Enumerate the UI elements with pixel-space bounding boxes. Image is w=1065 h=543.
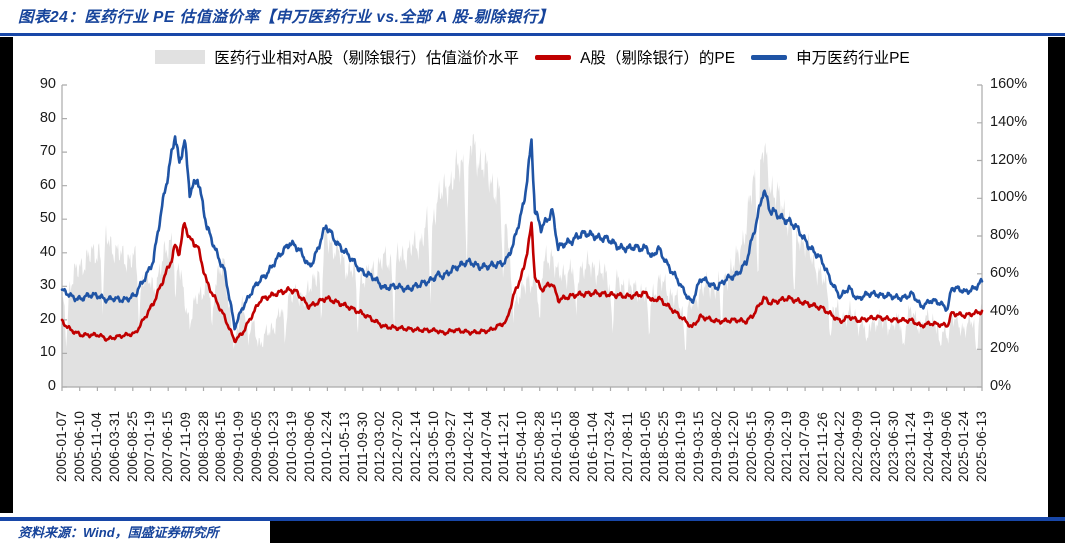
pharma-pe-line [60,135,984,331]
x-axis-label: 2024-09-06 [938,410,954,482]
x-axis-label: 2009-10-23 [266,410,282,482]
x-axis-label: 2009-06-05 [248,410,264,482]
ashare-pe-line [60,221,984,344]
legend-label-premium: 医药行业相对A股（剔除银行）估值溢价水平 [214,50,520,67]
x-axis-label: 2016-01-15 [549,410,565,482]
source-note: 资料来源：Wind，国盛证券研究所 [18,525,219,540]
x-axis-label: 2012-03-02 [372,410,388,482]
x-axis-label: 2005-01-07 [54,410,69,482]
x-axis-label: 2019-08-02 [708,410,724,482]
x-axis-label: 2016-06-08 [567,410,583,482]
y-axis-label: 10 [39,344,56,361]
x-axis-label: 2023-06-30 [885,410,901,482]
legend-item-pharma-pe: 申万医药行业PE [751,46,910,68]
x-axis-label: 2006-08-25 [124,410,140,482]
x-axis-label: 2013-09-27 [443,410,459,482]
percent-axis-label: 140% [990,113,1028,130]
percent-axis-label: 0% [990,378,1011,394]
legend-label-pharma-pe: 申万医药行业PE [796,50,910,67]
x-axis-label: 2010-12-24 [319,410,335,482]
top-rule [0,33,1065,36]
x-axis-label: 2021-02-19 [779,410,795,482]
pharma-pe-line-swatch [751,54,788,60]
x-axis-label: 2008-08-15 [213,410,229,482]
y-axis-label: 30 [39,277,56,294]
y-axis-label: 70 [39,143,56,160]
x-axis-label: 2013-05-10 [425,410,441,482]
y-axis-label: 90 [39,76,56,92]
left-black-bar [0,37,13,513]
x-axis-label: 2025-06-13 [974,410,989,482]
x-axis-label: 2025-01-24 [956,410,972,482]
tick-marks [61,84,983,391]
legend-label-ashare-pe: A股（剔除银行）的PE [580,50,736,67]
x-axis-label: 2014-11-21 [496,411,512,482]
y-axis-label: 80 [39,109,56,126]
x-axis-label: 2007-11-09 [177,411,193,482]
x-axis-label: 2024-04-19 [920,410,936,482]
x-axis-label: 2022-04-22 [832,410,848,482]
x-axis-label: 2020-09-30 [761,410,777,482]
y-axis-label: 50 [39,210,56,227]
x-axis-label: 2015-04-10 [514,410,529,482]
x-axis-label: 2018-05-25 [655,410,671,482]
x-axis-label: 2018-01-05 [637,410,653,482]
x-axis-label: 2007-06-15 [160,410,176,482]
premium-area-swatch [155,50,206,64]
premium-area [62,133,982,387]
x-axis-label: 2015-08-28 [531,410,547,482]
x-axis-label: 2014-02-14 [460,410,476,482]
x-axis-label: 2014-07-04 [478,410,494,482]
x-axis-label: 2012-07-20 [390,410,406,482]
x-axis-label: 2021-11-26 [814,411,830,482]
percent-axis-label: 120% [990,151,1028,168]
x-axis-label: 2007-01-19 [142,410,158,482]
x-axis-label: 2020-05-15 [744,410,759,482]
legend-item-premium: 医药行业相对A股（剔除银行）估值溢价水平 [155,46,519,68]
x-axis-label: 2023-02-10 [867,410,883,482]
y-axis-label: 20 [39,310,56,327]
x-axis-label: 2006-03-31 [107,410,123,482]
x-axis-label: 2018-10-19 [673,410,689,482]
percent-axis-label: 160% [990,76,1028,92]
x-axis-label: 2010-08-06 [301,410,317,482]
x-axis-label: 2012-12-14 [407,410,423,482]
x-axis-label: 2021-07-09 [797,410,813,482]
legend-item-ashare-pe: A股（剔除银行）的PE [535,46,735,68]
x-axis-label: 2019-12-20 [726,410,742,482]
x-axis-label: 2011-09-30 [354,411,370,482]
x-axis-label: 2022-09-09 [850,410,866,482]
x-axis-label: 2010-03-19 [284,410,299,482]
chart-title: 图表24：医药行业 PE 估值溢价率【申万医药行业 vs.全部 A 股-剔除银行… [18,9,554,26]
x-axis-label: 2005-06-10 [71,410,87,482]
bottom-rule [0,517,1065,521]
x-axis-label: 2016-11-04 [584,411,600,482]
x-axis-label: 2005-11-04 [89,411,105,482]
ashare-pe-line-swatch [535,54,572,60]
percent-axis-label: 100% [990,189,1028,206]
y-axis-label: 40 [39,243,56,260]
y-axis-label: 60 [39,176,56,193]
percent-axis-label: 80% [990,227,1020,243]
x-axis-label: 2011-05-13 [337,411,353,482]
y-axis-label: 0 [47,378,56,394]
x-axis-label: 2017-08-11 [620,411,636,482]
x-axis-label: 2008-03-28 [195,410,211,482]
x-axis-label: 2017-03-24 [602,410,618,482]
percent-axis-label: 20% [990,340,1020,357]
chart-legend: 医药行业相对A股（剔除银行）估值溢价水平 A股（剔除银行）的PE 申万医药行业P… [30,46,1035,68]
percent-axis-label: 60% [990,264,1020,281]
percent-axis-label: 40% [990,302,1020,319]
x-axis-label: 2023-11-24 [903,411,919,482]
right-black-bar [1048,37,1065,517]
bottom-black-region [270,521,1065,543]
x-axis-label: 2019-03-15 [690,410,706,482]
x-axis-label: 2009-01-09 [230,410,246,482]
